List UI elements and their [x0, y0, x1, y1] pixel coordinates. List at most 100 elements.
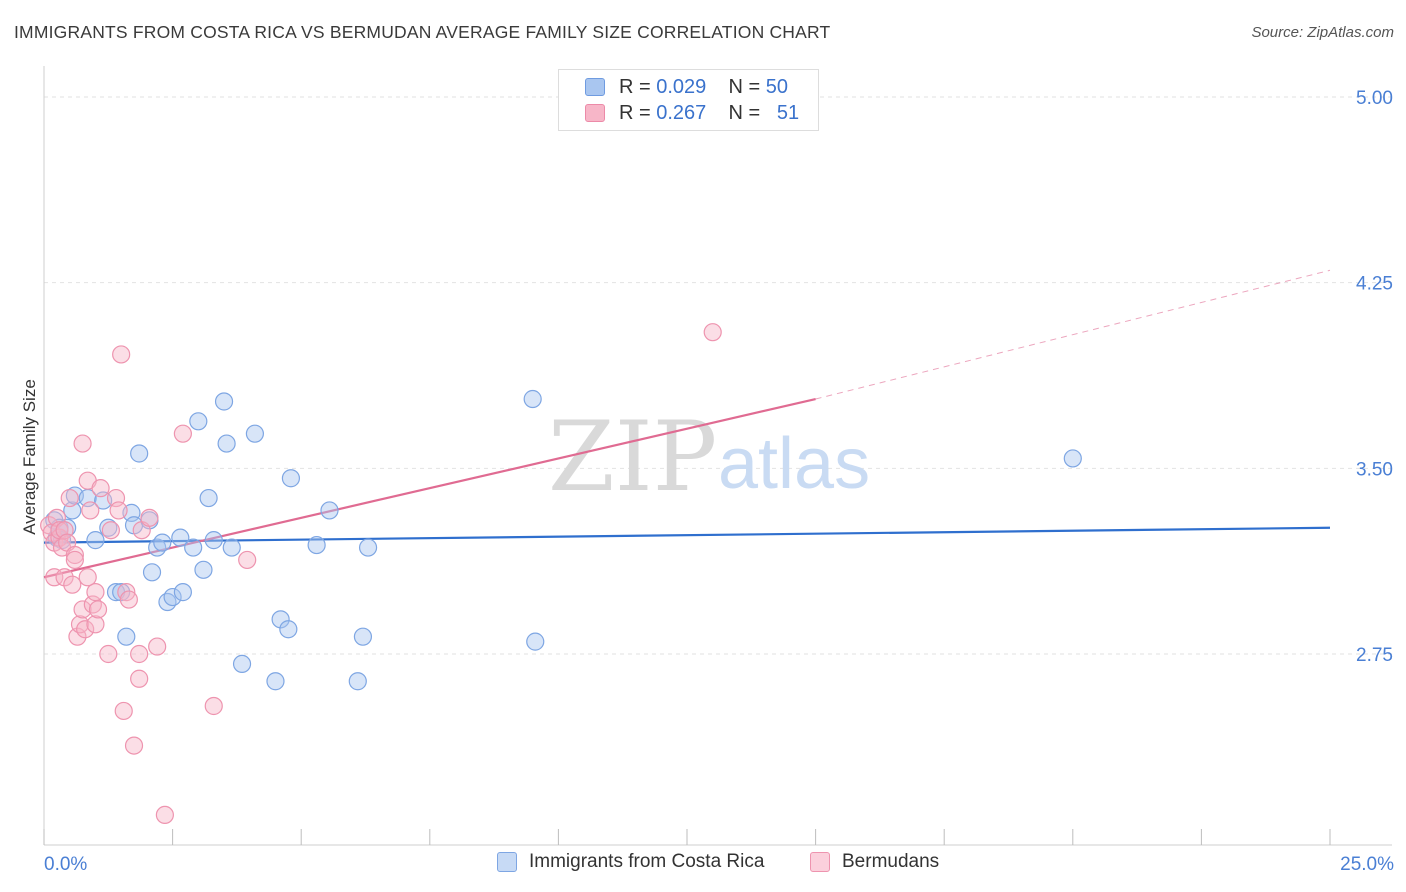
watermark: ZIP atlas	[548, 401, 870, 513]
bermudan-point	[117, 583, 136, 602]
costa-rica-point	[266, 672, 285, 691]
chart-title: IMMIGRANTS FROM COSTA RICA VS BERMUDAN A…	[14, 22, 831, 42]
costa-rica-point	[245, 424, 265, 443]
bermudan-point	[65, 545, 84, 565]
bermudan-point	[140, 508, 159, 527]
costa-rica-point	[130, 444, 149, 463]
costa-rica-point	[271, 610, 290, 629]
bermudan-point	[78, 568, 97, 587]
costa-rica-point	[86, 531, 105, 550]
costa-rica-point	[320, 501, 339, 520]
bottom-legend-bermudans: Bermudans	[810, 851, 939, 873]
watermark-atlas: atlas	[718, 424, 870, 504]
costa-rica-point	[353, 627, 373, 646]
legend-swatch-costa-rica	[585, 78, 605, 96]
bermudan-point	[60, 488, 79, 508]
bermudan-point	[91, 479, 110, 498]
bermudan-point	[238, 550, 257, 570]
bermudan-point	[112, 345, 131, 364]
legend-n-label: N =	[728, 101, 761, 124]
legend-r-label: R =	[619, 75, 651, 98]
y-tick-labels: 2.75 3.50 4.25 5.00	[1356, 88, 1393, 666]
costa-rica-point	[348, 672, 367, 691]
y-tick-label: 5.00	[1356, 88, 1393, 109]
bermudan-trend-extension	[815, 269, 1331, 400]
bermudan-point	[63, 575, 82, 594]
costa-rica-point	[204, 531, 223, 550]
costa-rica-point	[184, 538, 203, 557]
costa-rica-point	[222, 538, 241, 557]
bermudan-point	[101, 521, 120, 540]
costa-rica-point	[189, 412, 208, 431]
legend-r-value: 0.029	[656, 75, 707, 98]
legend-r-label: R =	[619, 101, 651, 124]
bottom-legend-costa-rica: Immigrants from Costa Rica	[497, 851, 764, 873]
bermudan-point	[114, 701, 133, 721]
bottom-legend-label: Bermudans	[842, 851, 940, 872]
source-label: Source: ZipAtlas.com	[1251, 24, 1394, 41]
bermudan-point	[204, 696, 223, 716]
bermudan-point	[173, 424, 192, 443]
legend-row-bermudans: R = 0.267 N = 51	[585, 101, 799, 125]
bermudan-point	[70, 615, 90, 634]
grid-lines	[44, 96, 1392, 655]
bermudan-point	[119, 590, 138, 609]
axes	[43, 66, 1392, 846]
costa-rica-point	[523, 389, 542, 409]
bermudan-point	[88, 600, 108, 619]
bottom-legend-label: Immigrants from Costa Rica	[529, 851, 765, 872]
bermudan-point	[99, 644, 118, 664]
costa-rica-trend-line	[43, 526, 1331, 544]
y-tick-label: 2.75	[1356, 645, 1393, 666]
correlation-legend: R = 0.029 N = 50 R = 0.267 N = 51	[558, 69, 819, 131]
costa-rica-point	[1063, 449, 1082, 468]
legend-r-value: 0.267	[656, 101, 707, 124]
bermudan-point	[86, 583, 105, 602]
costa-rica-point	[117, 627, 136, 646]
bermudan-point	[73, 434, 92, 453]
y-tick-label: 4.25	[1356, 274, 1393, 295]
costa-rica-point	[199, 488, 218, 508]
bermudan-point	[86, 615, 105, 634]
bermudan-point	[130, 644, 149, 664]
y-axis-label: Average Family Size	[20, 379, 39, 535]
costa-rica-point	[171, 528, 190, 547]
costa-rica-point	[232, 654, 252, 674]
y-tick-label: 3.50	[1356, 459, 1393, 480]
bermudan-point	[65, 550, 84, 570]
costa-rica-point	[526, 632, 545, 651]
costa-rica-point	[194, 560, 213, 579]
bermudan-point	[45, 568, 64, 587]
costa-rica-point	[112, 583, 131, 602]
trend-lines	[43, 269, 1331, 579]
legend-row-costa-rica: R = 0.029 N = 50	[585, 75, 788, 99]
legend-n-label: N =	[728, 75, 761, 98]
bermudan-point	[81, 501, 100, 520]
costa-rica-point	[214, 392, 234, 411]
bermudan-point	[73, 600, 92, 619]
costa-rica-point	[358, 538, 378, 557]
bermudan-point	[76, 620, 95, 639]
costa-rica-point	[217, 434, 236, 453]
costa-rica-point	[163, 587, 182, 607]
costa-rica-point	[148, 538, 167, 557]
costa-rica-point	[153, 533, 172, 552]
costa-rica-point	[279, 620, 298, 639]
data-points	[40, 323, 1082, 825]
legend-swatch-bermudans	[585, 104, 605, 122]
bottom-legend-swatch-bermudans	[810, 852, 830, 872]
bermudan-point	[155, 805, 174, 825]
x-tick-label-min: 0.0%	[44, 854, 87, 875]
costa-rica-point	[99, 518, 118, 537]
watermark-zip: ZIP	[548, 401, 717, 513]
bermudan-point	[148, 637, 167, 656]
bermudan-point	[703, 323, 722, 342]
bottom-legend-swatch-costa-rica	[497, 852, 517, 872]
x-tick-label-max: 25.0%	[1340, 854, 1394, 875]
bermudan-point	[109, 501, 128, 520]
bermudan-point	[130, 669, 149, 688]
costa-rica-point	[142, 563, 162, 582]
legend-n-value: 50	[765, 75, 789, 98]
bermudan-point	[55, 568, 74, 587]
